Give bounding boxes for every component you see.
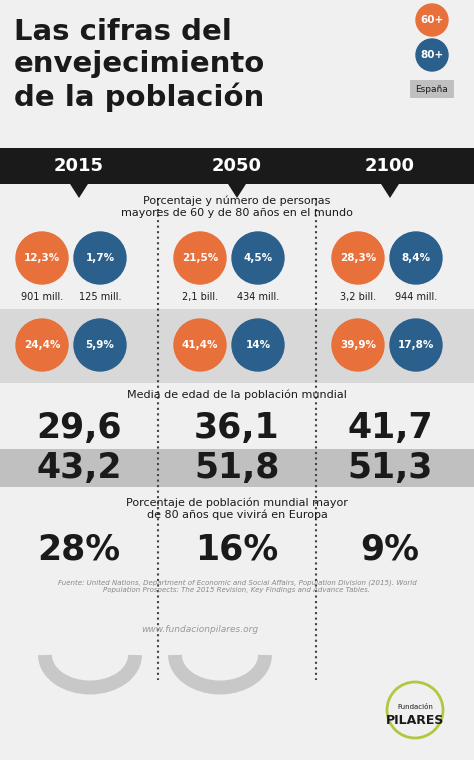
Text: envejecimiento: envejecimiento — [14, 50, 265, 78]
Text: 41,4%: 41,4% — [182, 340, 218, 350]
Text: 43,2: 43,2 — [36, 451, 122, 485]
Circle shape — [174, 232, 226, 284]
Text: 3,2 bill.: 3,2 bill. — [340, 292, 376, 302]
Text: PILARES: PILARES — [386, 714, 444, 727]
Text: de la población: de la población — [14, 82, 264, 112]
Circle shape — [16, 319, 68, 371]
Text: 28%: 28% — [37, 533, 120, 567]
Text: 125 mill.: 125 mill. — [79, 292, 121, 302]
Text: 944 mill.: 944 mill. — [395, 292, 437, 302]
Circle shape — [232, 232, 284, 284]
Text: 17,8%: 17,8% — [398, 340, 434, 350]
Text: 12,3%: 12,3% — [24, 253, 60, 263]
Text: 901 mill.: 901 mill. — [21, 292, 63, 302]
Text: Fundación: Fundación — [397, 704, 433, 710]
FancyBboxPatch shape — [0, 148, 474, 184]
Circle shape — [174, 319, 226, 371]
Circle shape — [74, 232, 126, 284]
Circle shape — [390, 232, 442, 284]
Text: 80+: 80+ — [420, 50, 444, 60]
Circle shape — [416, 4, 448, 36]
Text: 434 mill.: 434 mill. — [237, 292, 279, 302]
Text: 9%: 9% — [361, 533, 419, 567]
Text: 2015: 2015 — [54, 157, 104, 175]
Text: 2100: 2100 — [365, 157, 415, 175]
Text: 51,8: 51,8 — [194, 451, 280, 485]
Circle shape — [74, 319, 126, 371]
Polygon shape — [205, 148, 269, 198]
FancyBboxPatch shape — [0, 449, 474, 487]
Circle shape — [332, 319, 384, 371]
FancyBboxPatch shape — [0, 309, 474, 383]
Circle shape — [416, 39, 448, 71]
Text: 1,7%: 1,7% — [85, 253, 115, 263]
Text: 2,1 bill.: 2,1 bill. — [182, 292, 218, 302]
Text: 14%: 14% — [246, 340, 271, 350]
Text: 4,5%: 4,5% — [244, 253, 273, 263]
Text: Media de edad de la población mundial: Media de edad de la población mundial — [127, 389, 347, 400]
Polygon shape — [47, 148, 111, 198]
Circle shape — [16, 232, 68, 284]
Text: 41,7: 41,7 — [347, 411, 433, 445]
Text: 8,4%: 8,4% — [401, 253, 430, 263]
Text: 29,6: 29,6 — [36, 411, 122, 445]
Text: 60+: 60+ — [420, 15, 444, 25]
Text: 39,9%: 39,9% — [340, 340, 376, 350]
Text: 5,9%: 5,9% — [86, 340, 114, 350]
Text: Fuente: United Nations, Department of Economic and Social Affairs, Population Di: Fuente: United Nations, Department of Ec… — [58, 579, 416, 593]
Text: Las cifras del: Las cifras del — [14, 18, 232, 46]
Circle shape — [332, 232, 384, 284]
Text: www.fundacionpilares.org: www.fundacionpilares.org — [141, 625, 258, 634]
Text: 36,1: 36,1 — [194, 411, 280, 445]
Text: España: España — [416, 84, 448, 93]
Text: 51,3: 51,3 — [347, 451, 433, 485]
Circle shape — [232, 319, 284, 371]
Text: 2050: 2050 — [212, 157, 262, 175]
Text: 28,3%: 28,3% — [340, 253, 376, 263]
FancyBboxPatch shape — [410, 80, 454, 98]
Text: Porcentaje de población mundial mayor
de 80 años que vivirá en Europa: Porcentaje de población mundial mayor de… — [126, 497, 348, 520]
Text: 24,4%: 24,4% — [24, 340, 60, 350]
Text: 16%: 16% — [195, 533, 279, 567]
Text: 21,5%: 21,5% — [182, 253, 218, 263]
Circle shape — [390, 319, 442, 371]
Text: Porcentaje y número de personas
mayores de 60 y de 80 años en el mundo: Porcentaje y número de personas mayores … — [121, 196, 353, 218]
Polygon shape — [358, 148, 422, 198]
